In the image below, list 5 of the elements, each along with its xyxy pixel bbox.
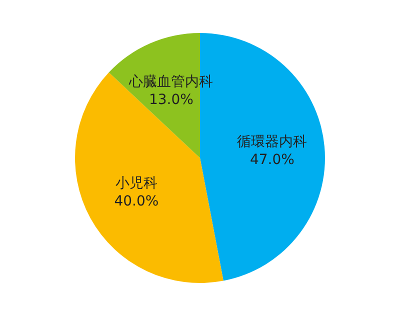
data-label: 47.0% [250, 152, 294, 168]
slice-label: 循環器内科 [237, 134, 308, 150]
data-label: 40.0% [114, 194, 159, 210]
data-label: 13.0% [148, 92, 194, 108]
slice-label: 小児科 [115, 176, 158, 192]
